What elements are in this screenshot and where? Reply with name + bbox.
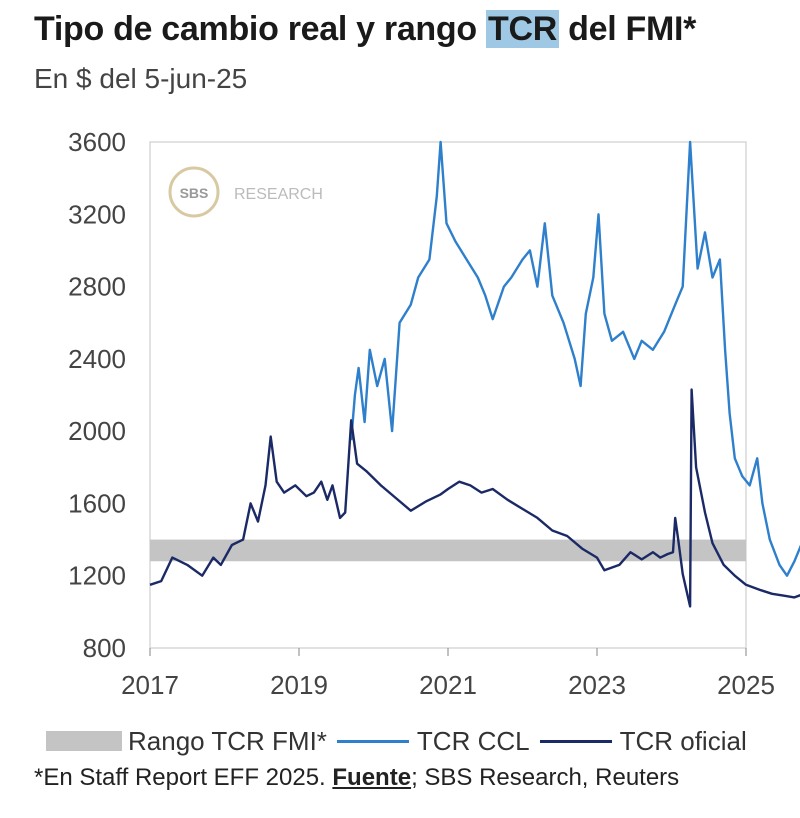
watermark: SBS RESEARCH [168, 166, 323, 218]
band-layer [150, 539, 746, 562]
y-tick-label: 1200 [68, 561, 126, 591]
legend-oficial-swatch [539, 739, 612, 743]
y-tick-label: 3600 [68, 127, 126, 157]
title-text-after: del FMI* [558, 10, 697, 48]
watermark-logo-icon [168, 166, 220, 218]
x-tick-label: 2017 [121, 670, 179, 700]
series-line-tcr-ccl [350, 140, 800, 577]
imf-range-band [150, 539, 746, 562]
footnote-source-label: Fuente [332, 764, 412, 791]
legend-ccl-label: TCR CCL [416, 725, 530, 756]
x-tick-label: 2021 [419, 670, 477, 700]
legend-band-label: Rango TCR FMI* [128, 725, 327, 756]
chart-title: Tipo de cambio real y rango TCR del FMI* [34, 10, 696, 49]
y-tick-label: 2800 [68, 272, 126, 302]
y-tick-label: 1600 [68, 488, 126, 518]
legend-oficial-label: TCR oficial [619, 725, 747, 756]
y-tick-label: 800 [83, 633, 126, 663]
x-tick-label: 2019 [270, 670, 328, 700]
x-tick-label: 2023 [568, 670, 626, 700]
watermark-text: RESEARCH [234, 186, 323, 203]
legend-band-swatch [46, 731, 122, 751]
plot-area [149, 141, 747, 649]
plot-frame [149, 141, 747, 649]
title-highlight: TCR [485, 10, 559, 48]
y-tick-label: 2400 [68, 344, 126, 374]
title-text-before: Tipo de cambio real y rango [34, 10, 486, 48]
footnote-prefix: *En Staff Report EFF 2025. [34, 764, 333, 791]
chart-subtitle: En $ del 5-jun-25 [34, 63, 248, 94]
watermark-logo-text: SBS [180, 185, 209, 201]
footnote: *En Staff Report EFF 2025. Fuente; SBS R… [34, 764, 679, 792]
x-tick-label: 2025 [717, 670, 775, 700]
series-layer [149, 140, 800, 608]
legend-ccl-swatch [336, 739, 409, 743]
y-tick-label: 3200 [68, 199, 126, 229]
series-line-tcr-oficial [149, 388, 800, 608]
line-chart: SBS RESEARCH 800 1200 1600 2000 2400 2800 3200… [68, 127, 800, 700]
y-tick-label: 2000 [68, 416, 126, 446]
legend: Rango TCR FMI* TCR CCL TCR oficial [46, 724, 747, 758]
axis-layer: 800 1200 1600 2000 2400 2800 3200 3600 2017 2019 2… [68, 127, 775, 700]
footnote-source-text: ; SBS Research, Reuters [411, 764, 680, 791]
